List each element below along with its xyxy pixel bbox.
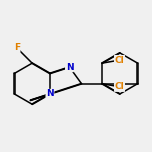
Text: Cl: Cl — [115, 56, 124, 65]
Text: Cl: Cl — [115, 82, 124, 91]
Text: F: F — [14, 43, 20, 52]
Text: N: N — [66, 63, 73, 72]
Text: N: N — [46, 90, 54, 98]
